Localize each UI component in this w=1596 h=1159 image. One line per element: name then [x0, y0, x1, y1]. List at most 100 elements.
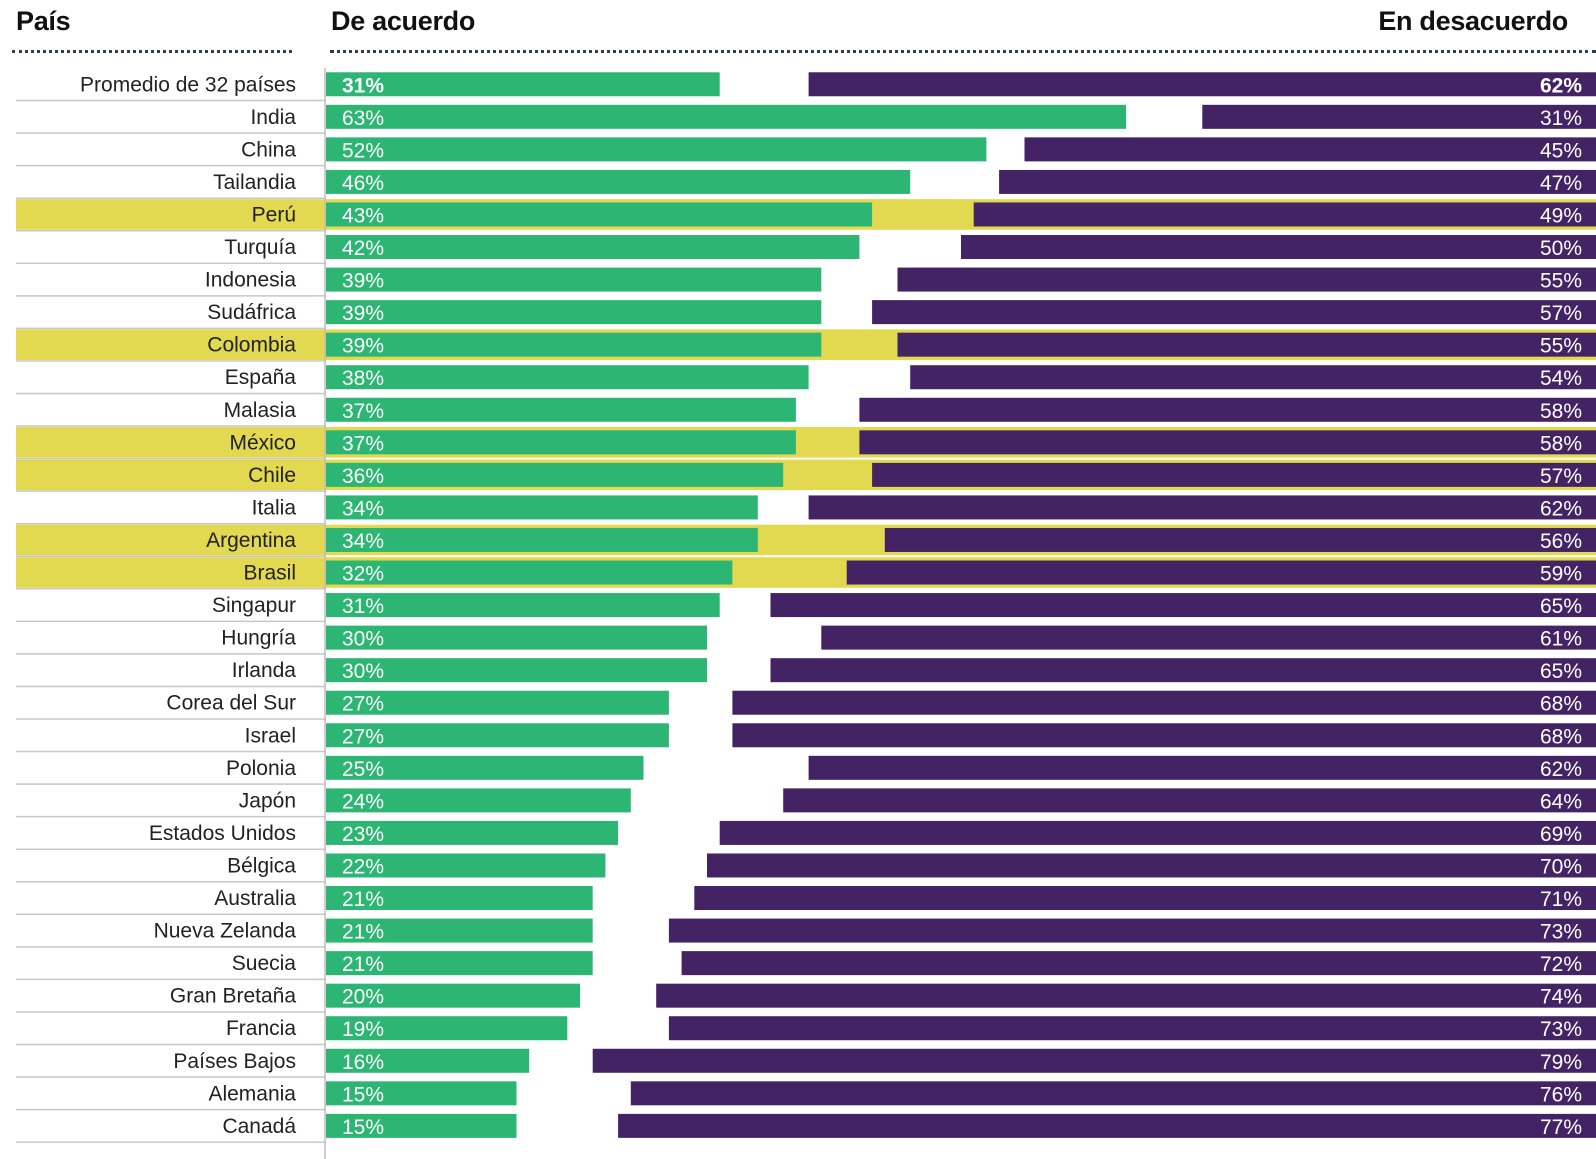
disagree-bar — [707, 853, 1596, 878]
disagree-bar — [910, 365, 1596, 390]
agree-bar — [326, 397, 796, 422]
header-divider-right — [330, 50, 1596, 53]
country-label: Hungría — [221, 627, 296, 650]
disagree-value-label: 58% — [1540, 400, 1582, 423]
agree-value-label: 19% — [342, 1018, 384, 1041]
disagree-bar — [694, 886, 1596, 911]
disagree-bar — [859, 430, 1596, 455]
disagree-value-label: 73% — [1540, 1018, 1582, 1041]
disagree-bar — [872, 462, 1596, 487]
disagree-bar — [897, 332, 1596, 357]
agree-bar — [326, 267, 822, 292]
agree-value-label: 34% — [342, 530, 384, 553]
country-label: Japón — [239, 789, 296, 812]
agree-value-label: 38% — [342, 367, 384, 390]
country-label: Israel — [245, 724, 296, 747]
disagree-bar — [770, 658, 1596, 683]
agree-bar — [326, 755, 644, 780]
agree-bar — [326, 137, 987, 162]
disagree-value-label: 59% — [1540, 563, 1582, 586]
disagree-bar — [859, 397, 1596, 422]
country-label: Chile — [248, 464, 296, 487]
agree-bar — [326, 983, 580, 1008]
disagree-value-label: 61% — [1540, 628, 1582, 651]
agree-bar — [326, 723, 669, 748]
agree-bar — [326, 658, 707, 683]
disagree-bar — [732, 690, 1596, 715]
disagree-value-label: 73% — [1540, 921, 1582, 944]
agree-bar — [326, 527, 758, 552]
agree-bar — [326, 886, 593, 911]
country-label: Brasil — [243, 562, 296, 585]
disagree-value-label: 71% — [1540, 888, 1582, 911]
agree-bar — [326, 788, 631, 813]
country-label: China — [241, 138, 296, 161]
disagree-value-label: 77% — [1540, 1116, 1582, 1139]
agree-value-label: 22% — [342, 855, 384, 878]
disagree-value-label: 76% — [1540, 1083, 1582, 1106]
agree-bar — [326, 625, 707, 650]
agree-bar — [326, 300, 822, 325]
agree-bar — [326, 820, 619, 845]
country-label: Australia — [214, 887, 296, 910]
country-label: Irlanda — [232, 659, 297, 682]
agree-bar — [326, 169, 911, 194]
disagree-value-label: 56% — [1540, 530, 1582, 553]
disagree-bar — [808, 72, 1596, 97]
country-label: Indonesia — [205, 269, 296, 292]
disagree-value-label: 65% — [1540, 660, 1582, 683]
agree-value-label: 52% — [342, 139, 384, 162]
disagree-bar — [668, 1016, 1596, 1041]
disagree-value-label: 74% — [1540, 986, 1582, 1009]
agree-value-label: 34% — [342, 497, 384, 520]
disagree-bar — [618, 1113, 1596, 1138]
country-label: Singapur — [212, 594, 296, 617]
agree-value-label: 30% — [342, 660, 384, 683]
agree-value-label: 27% — [342, 693, 384, 716]
country-label: Polonia — [226, 757, 296, 780]
country-label: India — [250, 106, 296, 129]
disagree-bar — [1024, 137, 1596, 162]
header-divider-left — [12, 50, 292, 53]
disagree-value-label: 54% — [1540, 367, 1582, 390]
country-label: Nueva Zelanda — [154, 920, 297, 943]
agree-bar — [326, 1048, 530, 1073]
agree-value-label: 31% — [342, 74, 384, 97]
country-label: Gran Bretaña — [170, 985, 296, 1008]
agree-value-label: 46% — [342, 172, 384, 195]
disagree-value-label: 57% — [1540, 302, 1582, 325]
disagree-value-label: 68% — [1540, 725, 1582, 748]
agree-value-label: 20% — [342, 986, 384, 1009]
disagree-bar — [668, 918, 1596, 943]
disagree-bar — [783, 788, 1596, 813]
agree-bar — [326, 332, 822, 357]
disagree-bar — [719, 820, 1596, 845]
disagree-value-label: 62% — [1540, 497, 1582, 520]
country-label: Promedio de 32 países — [80, 73, 296, 96]
disagree-bar — [630, 1081, 1596, 1106]
country-label: Bélgica — [227, 854, 296, 877]
agree-value-label: 37% — [342, 400, 384, 423]
disagree-value-label: 68% — [1540, 693, 1582, 716]
agree-value-label: 32% — [342, 563, 384, 586]
country-label: Perú — [252, 203, 296, 226]
country-label: España — [225, 366, 297, 389]
country-column-header: País — [16, 6, 71, 36]
agree-bar — [326, 918, 593, 943]
agree-value-label: 24% — [342, 790, 384, 813]
disagree-value-label: 55% — [1540, 335, 1582, 358]
disagree-bar — [999, 169, 1596, 194]
disagree-value-label: 45% — [1540, 139, 1582, 162]
disagree-value-label: 31% — [1540, 107, 1582, 130]
disagree-value-label: 79% — [1540, 1051, 1582, 1074]
country-label: Tailandia — [213, 171, 296, 194]
agree-bar — [326, 235, 860, 260]
agree-bar — [326, 495, 758, 520]
agree-value-label: 23% — [342, 823, 384, 846]
country-label: Países Bajos — [173, 1050, 296, 1073]
country-label: México — [229, 431, 296, 454]
country-label: Malasia — [224, 399, 297, 422]
agree-value-label: 43% — [342, 204, 384, 227]
agree-value-label: 21% — [342, 921, 384, 944]
